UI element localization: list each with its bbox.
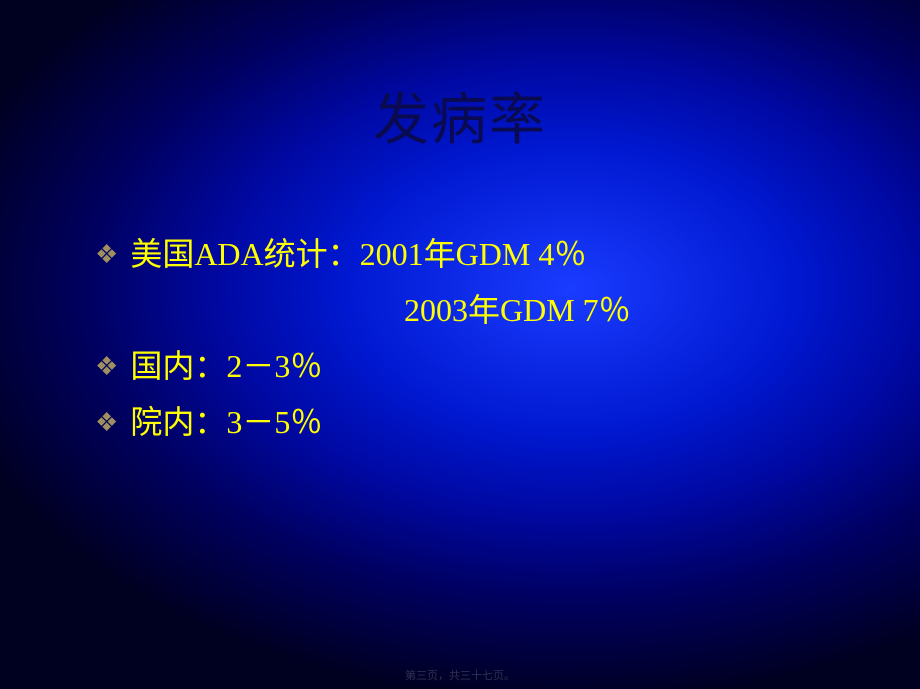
bullet-item: ❖ 院内：3－5％ [95, 394, 825, 450]
bullet-text: 院内：3－5％ [130, 394, 322, 450]
bullet-icon: ❖ [95, 400, 118, 446]
slide-title: 发病率 [95, 75, 825, 156]
bullet-text: 国内：2－3％ [130, 338, 322, 394]
bullet-icon: ❖ [95, 344, 118, 390]
bullet-text: 美国ADA统计：2001年GDM 4％ [130, 226, 586, 282]
bullet-item: ❖ 美国ADA统计：2001年GDM 4％ [95, 226, 825, 282]
bullet-item: ❖ 国内：2－3％ [95, 338, 825, 394]
page-footer: 第三页，共三十七页。 [0, 667, 920, 683]
bullet-item-continuation: 2003年GDM 7％ [95, 282, 825, 338]
slide-content: ❖ 美国ADA统计：2001年GDM 4％ 2003年GDM 7％ ❖ 国内：2… [95, 226, 825, 450]
bullet-text: 2003年GDM 7％ [404, 292, 631, 328]
bullet-icon: ❖ [95, 232, 118, 278]
slide-container: 发病率 ❖ 美国ADA统计：2001年GDM 4％ 2003年GDM 7％ ❖ … [0, 0, 920, 689]
